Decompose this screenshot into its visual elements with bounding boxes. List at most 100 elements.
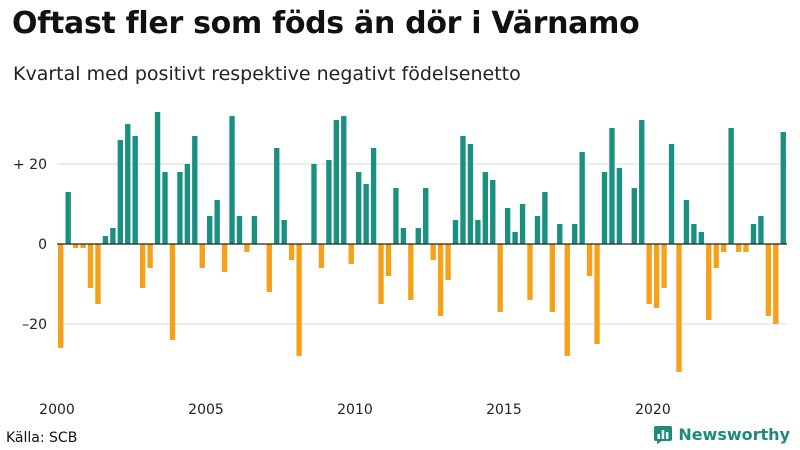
bar	[728, 128, 734, 244]
bar	[162, 172, 168, 244]
bar	[616, 168, 623, 244]
x-axis-ticks: 2000 2005 2010 2015 2020	[39, 402, 671, 418]
bar	[668, 144, 675, 244]
bar-chart: + 20 0 –20 2000 2005 2010 2015 2020	[13, 112, 787, 418]
bar	[735, 244, 742, 252]
y-tick-label: + 20	[13, 157, 47, 173]
bar	[534, 216, 541, 244]
bar	[58, 244, 64, 348]
bar	[229, 116, 235, 244]
bar	[423, 188, 429, 244]
bar	[579, 152, 585, 244]
bar	[743, 244, 749, 252]
bar	[646, 244, 652, 304]
x-tick-label: 2000	[39, 402, 75, 418]
bar	[393, 188, 399, 244]
bar	[572, 224, 578, 244]
bar	[251, 216, 258, 244]
bar	[445, 244, 451, 280]
bar	[780, 132, 786, 244]
bar	[125, 124, 131, 244]
bar	[430, 244, 436, 260]
bar	[192, 136, 198, 244]
bar	[557, 224, 563, 244]
brand-name: Newsworthy	[678, 425, 790, 444]
bar	[631, 188, 637, 244]
bar	[274, 148, 280, 244]
bar	[497, 244, 503, 312]
bar	[281, 220, 287, 244]
bar	[385, 244, 392, 276]
chart-subtitle: Kvartal med positivt respektive negativt…	[13, 63, 521, 85]
bar	[102, 236, 109, 244]
bar	[721, 244, 727, 252]
bar	[773, 244, 779, 324]
bar	[504, 208, 511, 244]
bar	[147, 244, 153, 268]
bar	[363, 184, 369, 244]
bar	[207, 216, 213, 244]
bar	[400, 228, 407, 244]
bar	[452, 220, 459, 244]
x-tick-label: 2015	[486, 402, 522, 418]
bar	[713, 244, 719, 268]
bar	[221, 244, 228, 272]
x-tick-label: 2010	[337, 402, 373, 418]
bar	[199, 244, 205, 268]
bar	[356, 172, 362, 244]
bar	[408, 244, 414, 300]
bar	[467, 144, 474, 244]
bar	[154, 112, 161, 244]
bar	[609, 128, 615, 244]
bar	[594, 244, 600, 344]
bar	[512, 232, 518, 244]
bar	[519, 204, 526, 244]
x-tick-label: 2020	[635, 402, 671, 418]
bar	[460, 136, 466, 244]
bar	[482, 172, 488, 244]
x-tick-label: 2005	[188, 402, 224, 418]
bar	[214, 200, 220, 244]
bar	[639, 120, 645, 244]
bar	[244, 244, 250, 252]
bar	[661, 244, 667, 288]
bar	[117, 140, 123, 244]
bar	[72, 244, 79, 248]
bar	[87, 244, 94, 288]
bar	[266, 244, 272, 292]
bar	[378, 244, 384, 304]
bar	[750, 224, 757, 244]
bar	[527, 244, 533, 300]
bar	[691, 224, 697, 244]
bars	[58, 112, 786, 372]
bar	[177, 172, 183, 244]
bar	[542, 192, 548, 244]
bar	[490, 180, 496, 244]
bar	[370, 148, 377, 244]
bar	[341, 116, 347, 244]
y-axis-ticks: + 20 0 –20	[13, 157, 47, 333]
bar	[296, 244, 302, 356]
bar	[475, 220, 481, 244]
bar	[80, 244, 86, 248]
bar	[333, 120, 340, 244]
bar	[564, 244, 570, 356]
bar	[65, 192, 71, 244]
bar	[758, 216, 764, 244]
bar	[184, 164, 191, 244]
bar	[549, 244, 556, 312]
source-label: Källa: SCB	[6, 430, 78, 446]
bar	[698, 232, 705, 244]
bar	[586, 244, 593, 276]
grid-lines	[57, 163, 787, 325]
bar	[288, 244, 295, 260]
bar	[95, 244, 101, 304]
bar	[139, 244, 146, 288]
bar	[110, 228, 116, 244]
bar	[169, 244, 176, 340]
bar	[132, 136, 138, 244]
brand[interactable]: Newsworthy	[654, 425, 790, 444]
y-tick-label: 0	[38, 237, 47, 253]
bar	[601, 172, 608, 244]
bar	[348, 244, 354, 264]
